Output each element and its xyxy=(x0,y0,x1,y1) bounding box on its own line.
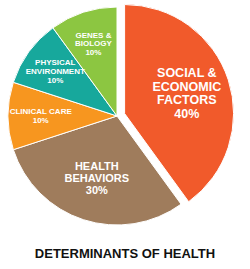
category-label: PHYSICALENVIRONMENT xyxy=(26,58,85,76)
chart: SOCIAL &ECONOMICFACTORS40% HEALTHBEHAVIOR… xyxy=(0,0,250,269)
value-label: 10% xyxy=(33,116,49,125)
category-label-line: FACTORS xyxy=(157,93,217,107)
value-label: 10% xyxy=(85,48,101,57)
category-label: GENES &BIOLOGY xyxy=(75,31,113,49)
category-label-line: BEHAVIORS xyxy=(64,172,129,184)
value-label: 30% xyxy=(86,184,108,196)
category-label-line: HEALTH xyxy=(75,160,119,172)
category-label-line: SOCIAL & xyxy=(157,66,217,80)
pie xyxy=(8,5,234,225)
slice-labels: SOCIAL &ECONOMICFACTORS40% HEALTHBEHAVIOR… xyxy=(10,31,222,196)
category-label-line: ECONOMIC xyxy=(152,80,221,94)
title: DETERMINANTS OF HEALTH xyxy=(35,246,215,261)
value-label: 10% xyxy=(47,76,63,85)
category-label: SOCIAL &ECONOMICFACTORS xyxy=(152,66,221,107)
value-label: 40% xyxy=(174,107,199,121)
category-label-line: GENES & xyxy=(75,31,111,40)
category-label: HEALTHBEHAVIORS xyxy=(64,160,129,184)
